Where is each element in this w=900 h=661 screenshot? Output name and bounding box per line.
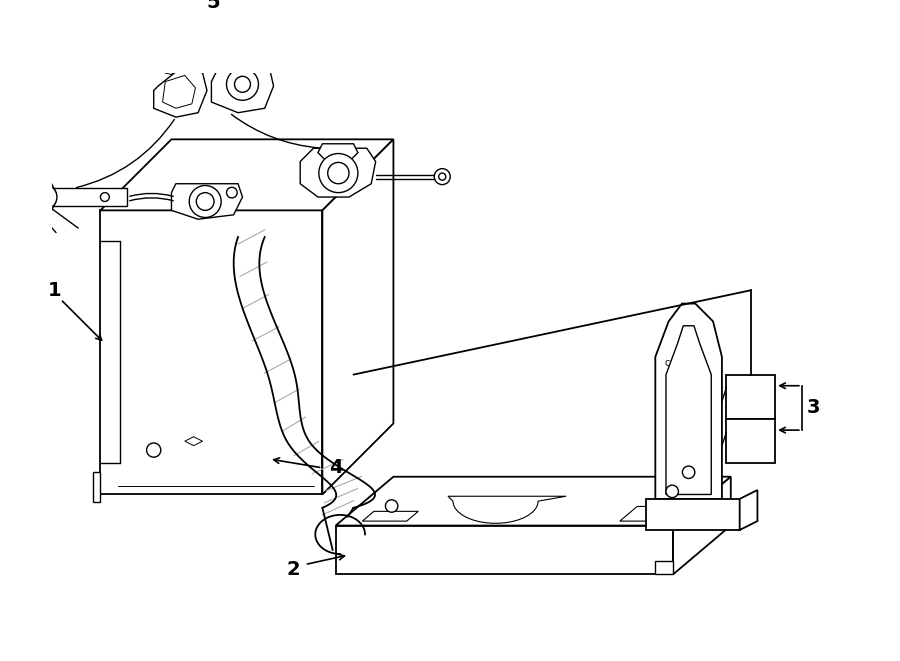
Circle shape [32,184,57,210]
Circle shape [682,466,695,479]
Polygon shape [232,44,246,63]
Polygon shape [163,75,195,108]
Polygon shape [248,40,262,59]
Text: c: c [664,358,670,368]
Polygon shape [655,303,722,499]
Polygon shape [620,506,681,521]
Circle shape [101,192,109,202]
Circle shape [39,191,50,204]
Polygon shape [673,477,731,574]
Polygon shape [726,419,775,463]
Circle shape [666,485,679,498]
Circle shape [435,169,450,184]
Polygon shape [39,188,127,206]
Polygon shape [448,496,566,524]
Polygon shape [101,210,322,494]
Circle shape [227,187,238,198]
Polygon shape [30,184,56,210]
Polygon shape [161,55,175,75]
Circle shape [328,163,349,184]
Circle shape [147,443,161,457]
Polygon shape [301,148,375,197]
Polygon shape [154,68,207,117]
Text: 5: 5 [207,0,220,13]
Circle shape [385,500,398,512]
Text: 1: 1 [48,281,61,300]
Polygon shape [101,139,393,210]
Polygon shape [172,184,242,219]
Polygon shape [318,144,358,161]
Text: 3: 3 [806,399,820,417]
Polygon shape [322,139,393,494]
Polygon shape [666,326,711,494]
Circle shape [227,68,258,100]
Text: 2: 2 [286,560,300,579]
Polygon shape [363,512,419,521]
Polygon shape [94,472,101,502]
Polygon shape [336,477,731,525]
Polygon shape [174,50,188,70]
Circle shape [438,173,446,180]
Polygon shape [646,499,740,530]
Polygon shape [336,525,673,574]
Circle shape [196,192,214,210]
Circle shape [189,186,221,217]
Text: 4: 4 [329,458,343,477]
Circle shape [235,76,250,93]
Circle shape [319,153,358,192]
Polygon shape [184,437,202,446]
Polygon shape [212,59,274,113]
Polygon shape [726,375,775,419]
Polygon shape [740,490,758,530]
Polygon shape [655,561,673,574]
